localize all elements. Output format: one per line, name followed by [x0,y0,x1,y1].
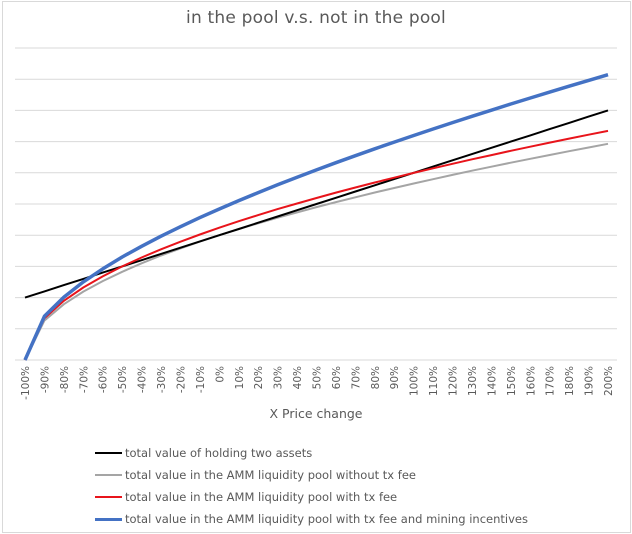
x-tick-label: -100% [20,366,32,400]
legend: total value of holding two assets total … [95,442,528,530]
x-tick-label: 150% [506,366,518,396]
legend-swatch-blue [95,517,122,521]
series-line [24,129,609,361]
x-tick-label: -50% [117,366,129,393]
x-tick-label: 120% [448,366,460,396]
x-tick-label: 60% [331,366,343,389]
legend-item-amm-fee-incentives: total value in the AMM liquidity pool wi… [95,508,528,530]
x-tick-label: 40% [292,366,304,389]
x-axis-label: X Price change [269,406,363,421]
x-tick-label: 180% [564,366,576,396]
x-tick-label: 100% [409,366,421,396]
plot-area: -100% -90% -80% -70% -60% -50% -40% -30% -20% -10… [15,47,617,400]
x-tick-label: 0% [214,366,226,383]
x-tick-label: 20% [253,366,265,389]
x-tick-label: 190% [584,366,596,396]
x-tick-label: 80% [370,366,382,389]
series-line [23,73,609,361]
x-tick-label: -40% [137,366,149,393]
legend-swatch-black [95,452,122,454]
legend-item-holding: total value of holding two assets [95,442,528,464]
x-tick-label: -70% [78,366,90,393]
x-tick-label: 160% [525,366,537,396]
x-tick-label: 70% [350,366,362,389]
legend-label: total value of holding two assets [125,446,313,460]
x-tick-label: -10% [195,366,207,393]
legend-label: total value in the AMM liquidity pool wi… [125,512,528,526]
series-line [24,142,609,361]
x-tick-label: 110% [428,366,440,396]
x-tick-label: -80% [59,366,71,393]
x-tick-label: 30% [273,366,285,389]
x-tick-label: -30% [156,366,168,393]
legend-label: total value in the AMM liquidity pool wi… [125,468,416,482]
legend-swatch-gray [95,474,122,476]
x-tick-label: 90% [389,366,401,389]
x-tick-label: 50% [312,366,324,389]
legend-item-amm-no-fee: total value in the AMM liquidity pool wi… [95,464,528,486]
x-tick-label: 130% [467,366,479,396]
chart-title: in the pool v.s. not in the pool [186,8,446,28]
legend-item-amm-fee: total value in the AMM liquidity pool wi… [95,486,528,508]
x-tick-label: -20% [175,366,187,393]
x-tick-label: 140% [486,366,498,396]
x-tick-label: -60% [98,366,110,393]
x-tick-label: 10% [234,366,246,389]
legend-label: total value in the AMM liquidity pool wi… [125,490,398,504]
x-tick-label: 170% [545,366,557,396]
x-tick-label: -90% [39,366,51,393]
legend-swatch-red [95,496,122,498]
x-tick-label: 200% [603,366,615,396]
